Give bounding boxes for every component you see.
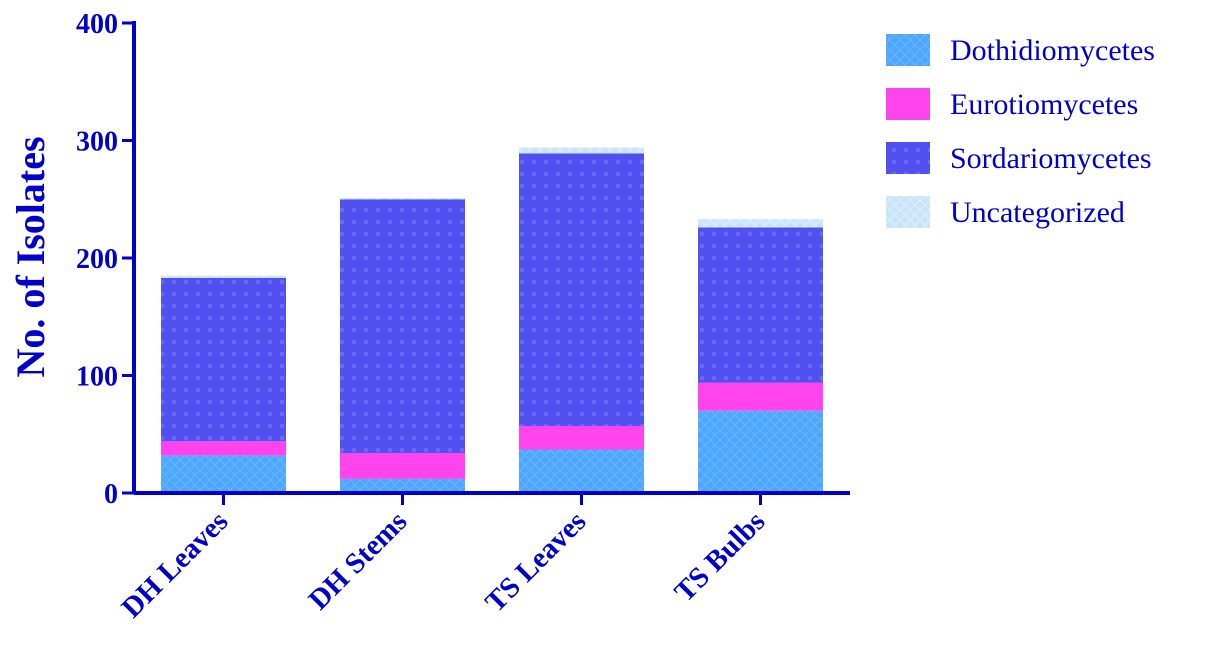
y-tick-label: 400 (76, 9, 118, 40)
y-tick-label: 200 (76, 244, 118, 275)
bar-dh-leaves-dothidiomycetes (161, 455, 286, 493)
bar-dh-stems-uncategorized (340, 198, 465, 200)
bar-dh-leaves-uncategorized (161, 275, 286, 278)
legend: Dothidiomycetes Eurotiomycetes Sordariomyc… (886, 34, 1155, 229)
y-tick-label: 0 (104, 479, 118, 510)
bar-ts-bulbs-dothidiomycetes (698, 410, 823, 493)
y-tick-label: 300 (76, 127, 118, 158)
bar-dh-leaves-sordariomycetes (161, 277, 286, 442)
bar-dh-stems-eurotiomycetes (340, 453, 465, 479)
y-axis-label: No. of Isolates (8, 136, 53, 377)
y-ticks-group: 0 100 200 300 400 (76, 9, 134, 510)
bar-ts-bulbs-sordariomycetes (698, 227, 823, 383)
bars-group (161, 147, 823, 493)
bar-dh-stems-sordariomycetes (340, 199, 465, 454)
legend-label-dothidiomycetes: Dothidiomycetes (950, 34, 1155, 67)
legend-swatch-dothidiomycetes (886, 34, 930, 66)
legend-label-sordariomycetes: Sordariomycetes (950, 142, 1152, 175)
x-tick-label: TS Leaves (479, 505, 592, 618)
legend-swatch-eurotiomycetes (886, 88, 930, 120)
bar-ts-bulbs-uncategorized (698, 219, 823, 228)
x-ticks-group: DH Leaves DH Stems TS Leaves TS Bulbs (116, 493, 771, 624)
x-tick-label: DH Stems (303, 505, 414, 616)
legend-swatch-uncategorized (886, 196, 930, 228)
bar-ts-leaves-dothidiomycetes (519, 449, 644, 493)
legend-swatch-sordariomycetes (886, 142, 930, 174)
legend-label-eurotiomycetes: Eurotiomycetes (950, 88, 1138, 121)
bar-ts-leaves-eurotiomycetes (519, 426, 644, 450)
bar-dh-stems-dothidiomycetes (340, 478, 465, 493)
legend-label-uncategorized: Uncategorized (950, 196, 1125, 229)
x-tick-label: DH Leaves (116, 505, 235, 624)
bar-ts-leaves-uncategorized (519, 147, 644, 154)
bar-dh-leaves-eurotiomycetes (161, 441, 286, 456)
x-tick-label: TS Bulbs (668, 505, 771, 608)
bar-ts-bulbs-eurotiomycetes (698, 382, 823, 411)
y-tick-label: 100 (76, 362, 118, 393)
bar-ts-leaves-sordariomycetes (519, 153, 644, 427)
